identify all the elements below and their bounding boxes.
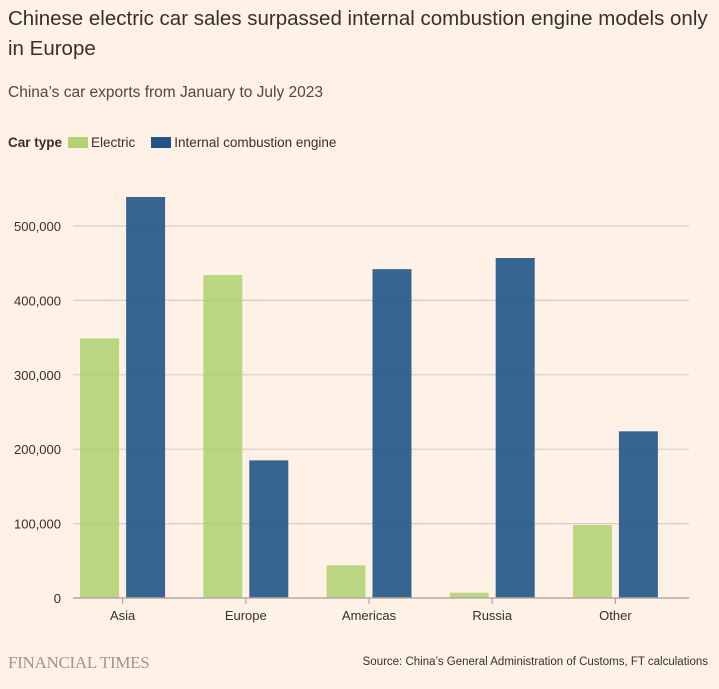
legend-title: Car type (8, 135, 63, 150)
y-tick-label: 300,000 (14, 368, 61, 383)
x-tick-label: Russia (472, 608, 513, 623)
chart-subtitle: China’s car exports from January to July… (8, 84, 324, 101)
x-tick-label: Americas (342, 608, 397, 623)
bar-ice-russia (495, 257, 535, 598)
legend: Car type Electric Internal combustion en… (8, 135, 352, 150)
y-tick-label: 100,000 (14, 517, 61, 532)
y-tick-label: 400,000 (14, 293, 61, 308)
bar-electric-asia (80, 338, 120, 598)
ft-logo: FINANCIAL TIMES (8, 653, 150, 672)
bar-electric-europe (203, 275, 243, 598)
chart-title: Chinese electric car sales surpassed int… (8, 7, 708, 60)
bar-electric-russia (449, 592, 489, 598)
x-tick-label: Other (599, 608, 632, 623)
source-note: Source: China’s General Administration o… (362, 656, 708, 668)
y-tick-label: 500,000 (14, 219, 61, 234)
bar-ice-other (618, 431, 658, 598)
x-tick-label: Europe (225, 608, 267, 623)
legend-swatch-ice (151, 137, 172, 148)
legend-swatch-electric (68, 137, 89, 148)
legend-item-electric: Electric (68, 135, 135, 150)
y-tick-label: 200,000 (14, 442, 61, 457)
bar-ice-americas (372, 269, 412, 598)
legend-label-electric: Electric (91, 135, 136, 150)
bar-ice-asia (126, 196, 166, 598)
x-tick-label: Asia (110, 608, 136, 623)
bar-electric-americas (326, 565, 366, 598)
bar-ice-europe (249, 460, 289, 598)
legend-label-ice: Internal combustion engine (174, 135, 337, 150)
legend-item-ice: Internal combustion engine (151, 135, 336, 150)
bar-electric-other (572, 525, 612, 598)
y-tick-label: 0 (54, 591, 61, 606)
